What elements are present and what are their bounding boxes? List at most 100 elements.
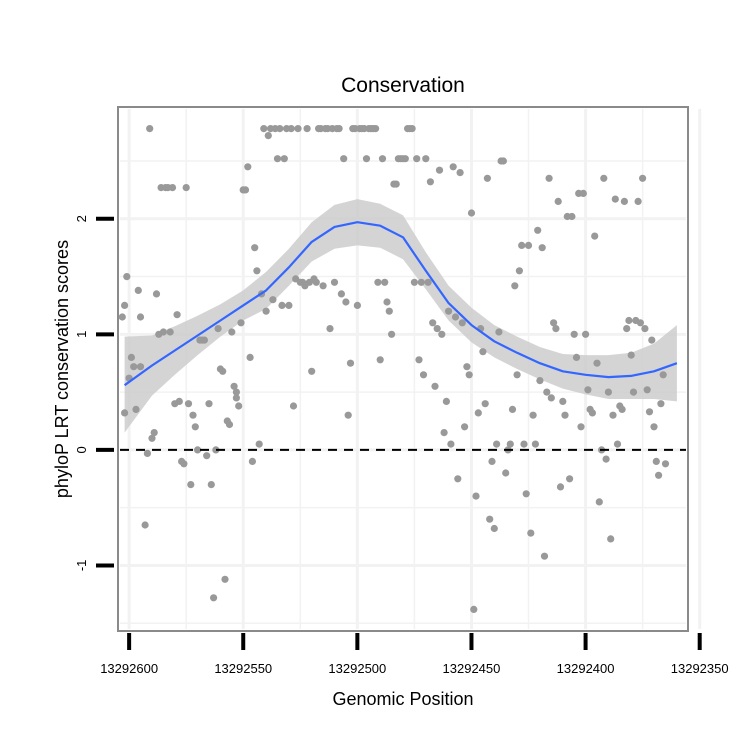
data-point (184, 400, 193, 408)
data-point (278, 301, 286, 309)
data-point (408, 125, 416, 133)
data-point (344, 411, 352, 419)
data-point (659, 371, 667, 379)
data-point (591, 232, 599, 240)
data-point (447, 440, 455, 448)
data-point (203, 452, 211, 460)
data-point (454, 475, 462, 483)
data-point (337, 290, 345, 298)
confidence-ribbon (124, 199, 677, 433)
data-point (490, 524, 498, 533)
data-point (127, 353, 135, 361)
data-point (385, 307, 393, 315)
data-point (534, 226, 542, 234)
y-axis: -1 0 1 2 (74, 215, 114, 571)
data-point (661, 460, 670, 468)
data-point (148, 434, 156, 442)
data-point (182, 184, 190, 192)
data-point (629, 388, 638, 396)
data-point (326, 325, 334, 333)
data-point (495, 328, 503, 336)
data-point (499, 157, 507, 165)
data-point (248, 457, 256, 465)
data-point (312, 278, 320, 286)
data-point (643, 386, 651, 394)
data-point (130, 363, 138, 371)
data-point (655, 471, 663, 479)
data-point (121, 409, 129, 417)
data-point (582, 330, 590, 338)
data-point (449, 163, 457, 171)
data-point (438, 330, 446, 338)
data-point (340, 155, 348, 163)
data-point (620, 197, 629, 205)
data-point (232, 388, 240, 396)
data-point (228, 328, 236, 336)
data-point (235, 402, 243, 410)
data-point (214, 325, 222, 333)
data-point (253, 267, 261, 275)
panel-border (117, 106, 689, 632)
data-point (221, 575, 229, 583)
data-point (488, 457, 496, 465)
data-point (479, 348, 487, 356)
data-point (424, 278, 432, 286)
data-point (180, 460, 188, 468)
data-point (547, 394, 555, 402)
data-point (433, 325, 441, 333)
x-axis: 13292600 13292550 13292500 13292450 13292400… (100, 633, 729, 676)
data-point (381, 278, 389, 286)
data-point (362, 155, 371, 163)
data-point (641, 325, 649, 333)
x-tick-label: 13292500 (328, 661, 386, 676)
data-point (225, 420, 234, 429)
data-point (244, 163, 252, 171)
data-point (518, 241, 526, 249)
data-point (417, 278, 425, 286)
data-point (648, 336, 656, 344)
data-point (289, 402, 298, 410)
data-point (465, 371, 473, 379)
x-tick-label: 13292400 (557, 661, 615, 676)
data-point (191, 423, 199, 431)
smooth-line (123, 221, 678, 387)
data-point (481, 400, 489, 408)
data-point (550, 319, 558, 327)
data-point (657, 400, 665, 408)
data-point (531, 440, 540, 448)
data-point (639, 174, 647, 182)
data-point (568, 212, 576, 221)
data-point (645, 408, 654, 416)
data-point (419, 371, 428, 379)
data-point (545, 174, 553, 182)
data-point (200, 336, 208, 344)
x-tick-label: 13292350 (671, 661, 729, 676)
data-point (607, 535, 615, 543)
data-point (246, 353, 254, 361)
data-point (342, 298, 350, 306)
data-point (232, 394, 240, 402)
data-point (273, 155, 282, 163)
data-point (540, 552, 549, 560)
data-point (330, 278, 339, 286)
y-axis-title: phyloP LRT conservation scores (52, 240, 72, 498)
data-point (451, 313, 460, 321)
data-point (634, 197, 642, 205)
data-point (618, 405, 626, 413)
data-point (426, 178, 434, 186)
data-point (595, 498, 603, 506)
data-point (237, 319, 245, 327)
data-point (435, 166, 444, 174)
data-point (136, 313, 145, 321)
data-point (613, 440, 622, 448)
data-point (520, 440, 528, 448)
data-point (588, 409, 597, 417)
data-point (458, 319, 466, 327)
data-point (353, 301, 361, 309)
data-point (611, 195, 619, 203)
data-point (303, 125, 311, 133)
data-point (319, 282, 327, 290)
data-point (150, 429, 158, 437)
data-point (556, 483, 565, 491)
data-point (187, 481, 195, 489)
